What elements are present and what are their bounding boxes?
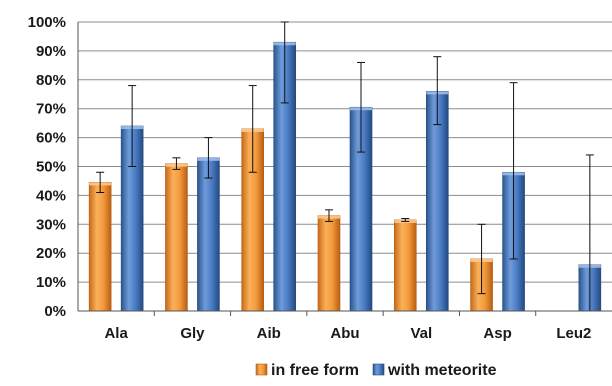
- x-tick-label: Val: [410, 325, 432, 342]
- bar-free-form: [393, 219, 417, 312]
- y-tick-label: 60%: [36, 130, 66, 147]
- legend-swatch: [255, 363, 268, 376]
- y-tick-label: 90%: [36, 43, 66, 60]
- y-tick-label: 80%: [36, 72, 66, 89]
- bars: [88, 41, 602, 312]
- bar-free-form: [88, 182, 112, 312]
- x-tick-label: Asp: [483, 325, 511, 342]
- bar-free-form: [317, 215, 341, 312]
- error-bars: [96, 21, 594, 312]
- bar-free-form: [165, 163, 188, 312]
- y-tick-label: 30%: [36, 216, 66, 233]
- x-tick-label: Gly: [180, 325, 205, 342]
- x-tick-label: Aib: [257, 325, 281, 342]
- y-tick-label: 50%: [36, 159, 66, 176]
- y-tick-label: 10%: [36, 274, 66, 291]
- legend-label: with meteorite: [387, 362, 497, 379]
- bar-with-meteorite: [197, 157, 220, 312]
- axes: 0% 10% 20% 30% 40% 50% 60% 70% 80% 90% 100% Ala Gly A…: [28, 14, 612, 342]
- legend-swatch: [372, 363, 385, 376]
- x-tick-label: Ala: [104, 325, 128, 342]
- y-tick-label: 100%: [28, 14, 66, 31]
- y-tick-label: 20%: [36, 245, 66, 262]
- legend-label: in free form: [271, 362, 359, 379]
- gridlines: [78, 21, 612, 283]
- y-tick-label: 0%: [44, 303, 66, 320]
- x-tick-label: Leu2: [556, 325, 591, 342]
- legend: in free form with meteorite: [255, 362, 497, 379]
- y-tick-label: 40%: [36, 187, 66, 204]
- x-tick-label: Abu: [330, 325, 359, 342]
- y-tick-label: 70%: [36, 101, 66, 118]
